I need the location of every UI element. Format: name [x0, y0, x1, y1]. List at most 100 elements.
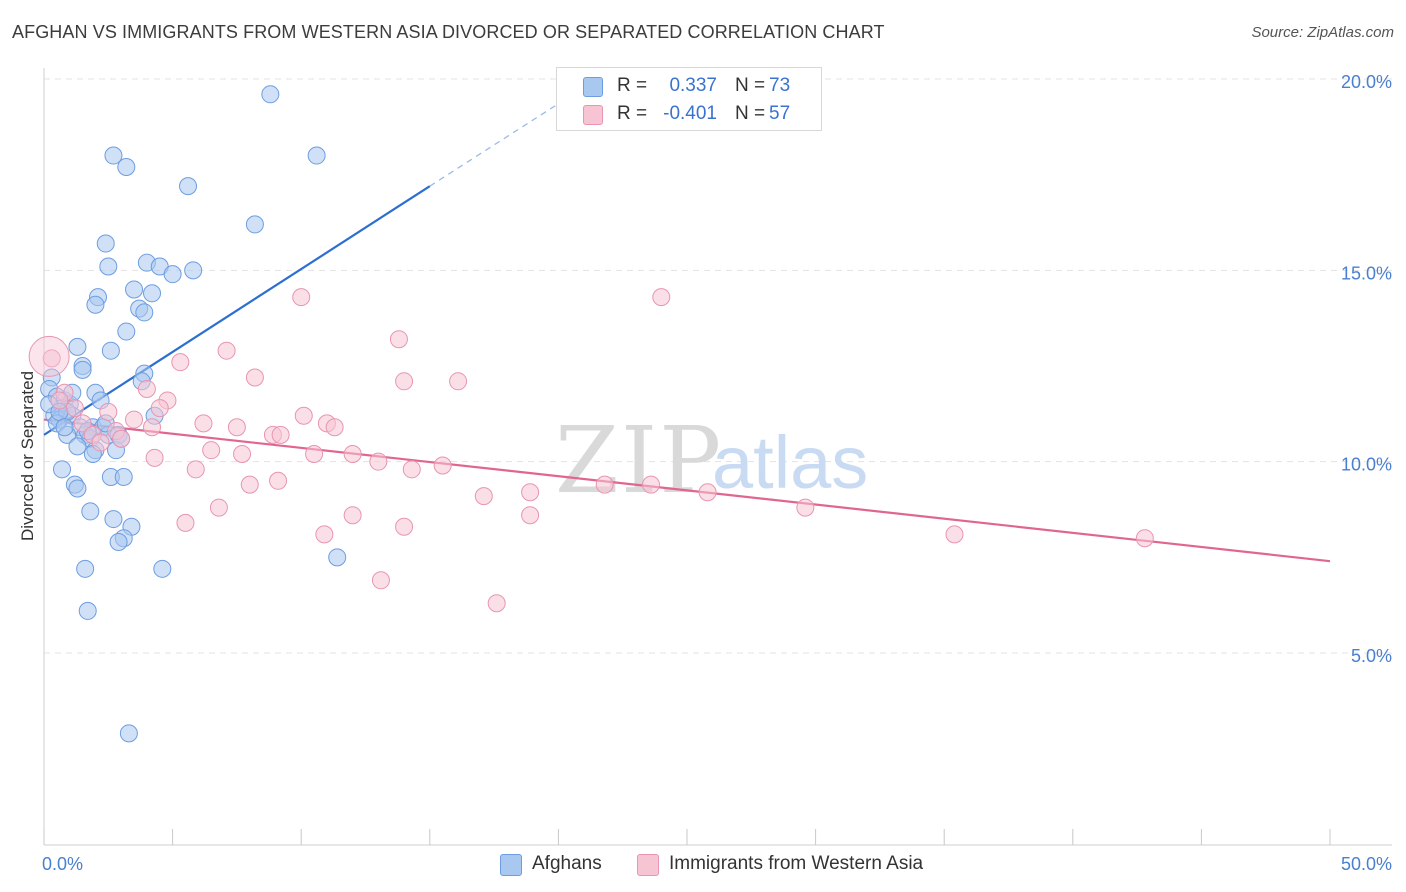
- data-point: [521, 483, 540, 502]
- data-point: [114, 467, 133, 486]
- data-point: [176, 513, 195, 532]
- data-point: [150, 399, 169, 418]
- axes: [43, 68, 1392, 846]
- y-axis-label: Divorced or Separated: [18, 371, 37, 541]
- x-tick-label-min: 0.0%: [42, 854, 83, 874]
- data-point: [449, 372, 468, 391]
- data-point: [343, 506, 362, 525]
- data-point: [117, 322, 136, 341]
- data-point: [119, 724, 138, 743]
- data-point: [104, 146, 123, 165]
- data-point-large: [28, 335, 70, 377]
- y-tick-label: 10.0%: [1341, 455, 1392, 475]
- data-point: [73, 360, 92, 379]
- data-point: [369, 452, 388, 471]
- data-point: [395, 372, 414, 391]
- data-point: [521, 506, 540, 525]
- data-point: [307, 146, 326, 165]
- y-tick-label: 20.0%: [1341, 72, 1392, 92]
- data-point: [325, 418, 344, 437]
- data-point: [227, 418, 246, 437]
- data-point: [595, 475, 614, 494]
- data-point: [125, 280, 144, 299]
- data-point: [698, 483, 717, 502]
- data-point: [68, 479, 87, 498]
- x-tick-label-max: 50.0%: [1341, 854, 1392, 874]
- data-point: [143, 418, 162, 437]
- legend-r-value: -0.401: [663, 103, 717, 124]
- legend-label-afghans: Afghans: [532, 853, 602, 874]
- data-point: [315, 525, 334, 544]
- y-tick-label: 15.0%: [1341, 263, 1392, 283]
- data-point: [78, 601, 97, 620]
- data-point: [402, 460, 421, 479]
- legend-label-western-asia: Immigrants from Western Asia: [669, 853, 924, 874]
- data-point: [163, 265, 182, 284]
- data-point: [101, 341, 120, 360]
- data-point: [474, 487, 493, 506]
- x-tick-labels: 0.0% 50.0%: [42, 854, 1392, 874]
- data-point: [240, 475, 259, 494]
- data-point: [233, 445, 252, 464]
- data-point: [143, 284, 162, 303]
- data-point: [68, 337, 87, 356]
- source-label: Source: ZipAtlas.com: [1251, 24, 1394, 41]
- data-point: [328, 548, 347, 567]
- data-point: [65, 399, 84, 418]
- data-point: [42, 349, 61, 368]
- data-point: [186, 460, 205, 479]
- legend-r-label: R =: [617, 75, 648, 96]
- data-point: [112, 429, 131, 448]
- data-point: [68, 437, 87, 456]
- x-ticks: [43, 829, 1331, 845]
- data-point: [271, 425, 290, 444]
- data-point: [104, 510, 123, 529]
- data-point: [269, 471, 288, 490]
- data-point: [202, 441, 221, 460]
- data-point: [86, 295, 105, 314]
- legend-row-afghans: R = 0.337 N = 73: [557, 72, 821, 100]
- data-point: [305, 445, 324, 464]
- data-point: [145, 448, 164, 467]
- legend-swatch-western-asia: [637, 854, 659, 876]
- data-point: [389, 330, 408, 349]
- legend-swatch-western-asia: [583, 105, 603, 125]
- series-western-asia: [42, 288, 1154, 613]
- legend-n-label: N =: [735, 103, 766, 124]
- data-point: [1135, 529, 1154, 548]
- data-point: [99, 402, 118, 421]
- trend-line-afghans: [43, 185, 431, 436]
- data-point: [194, 414, 213, 433]
- grid-lines: [44, 78, 1392, 654]
- correlation-legend: R = 0.337 N = 73 R = -0.401 N = 57: [556, 67, 822, 131]
- data-point: [91, 433, 110, 452]
- data-point: [55, 418, 74, 437]
- data-point: [50, 391, 69, 410]
- data-point: [294, 406, 313, 425]
- data-point: [125, 410, 144, 429]
- legend-swatch-afghans: [583, 77, 603, 97]
- data-point: [109, 533, 128, 552]
- legend-r-label: R =: [617, 103, 648, 124]
- data-point: [179, 177, 198, 196]
- data-point: [137, 379, 156, 398]
- data-point: [76, 559, 95, 578]
- legend-n-label: N =: [735, 75, 766, 96]
- y-tick-label: 5.0%: [1351, 646, 1392, 666]
- data-point: [53, 460, 72, 479]
- data-point: [117, 158, 136, 177]
- watermark: ZIP atlas: [555, 407, 868, 514]
- data-point: [171, 353, 190, 372]
- watermark-zip: ZIP: [555, 407, 723, 514]
- data-point: [73, 414, 92, 433]
- legend-n-value: 73: [769, 75, 791, 96]
- data-points: [28, 85, 1154, 743]
- data-point: [641, 475, 660, 494]
- trend-line-western-asia: [43, 418, 1331, 563]
- data-point: [135, 303, 154, 322]
- data-point: [99, 257, 118, 276]
- data-point: [371, 571, 390, 590]
- data-point: [796, 498, 815, 517]
- data-point: [209, 498, 228, 517]
